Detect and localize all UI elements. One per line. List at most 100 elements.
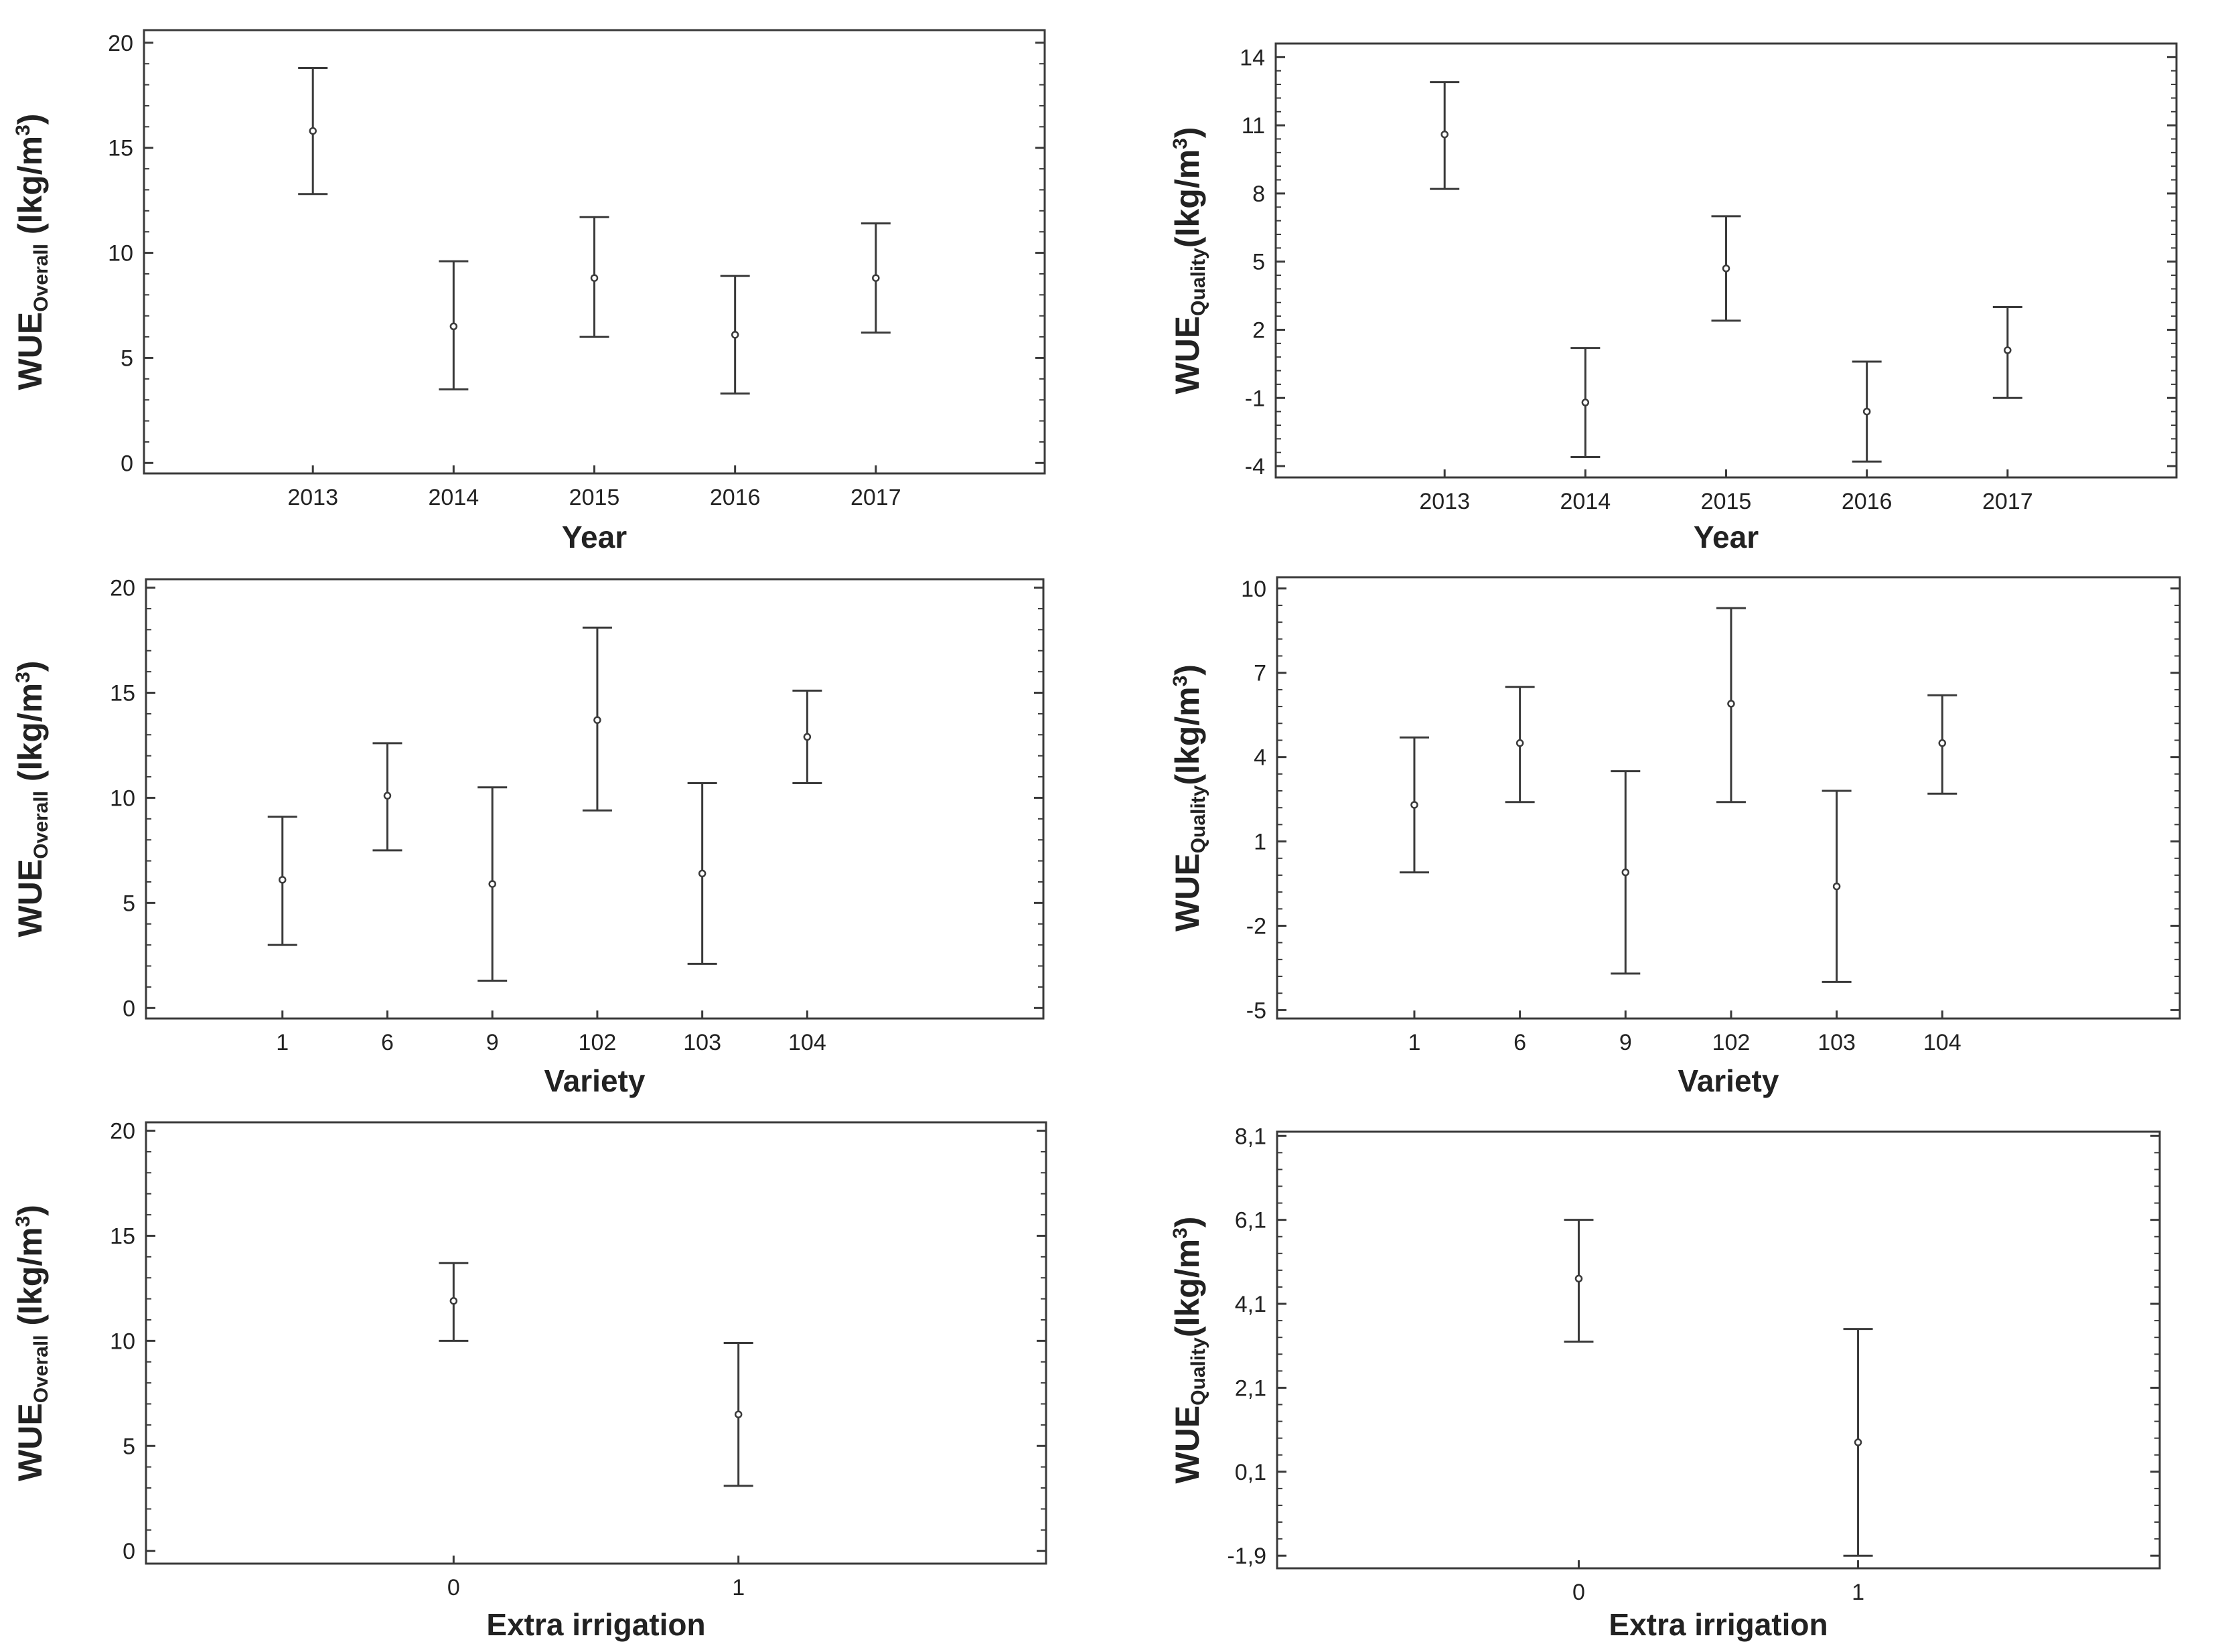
mean-point [449,1296,458,1305]
y-tick-label: 0 [123,1539,135,1564]
y-axis-title-close: ) [1169,127,1206,139]
x-tick-label: 0 [1572,1580,1585,1605]
y-tick-label: 0 [123,996,135,1021]
x-tick-label: 2015 [569,485,620,510]
y-tick-label: 8,1 [1235,1124,1266,1149]
y-axis-title-superscript: 3 [1169,138,1191,149]
x-tick-label: 1 [1408,1030,1420,1055]
x-tick-label: 1 [1852,1580,1864,1605]
y-axis-title: WUEOverall (Ikg/m3) [11,114,52,390]
y-tick-label: 10 [108,241,133,267]
mean-point [1574,1274,1583,1283]
mean-point [2004,346,2012,354]
x-tick-label: 102 [579,1030,617,1055]
chart-panel-1: 0 5 10 15 20 2013 2014 2015 2016 2017 Year WUEOvera… [11,29,1046,554]
x-tick-label: 9 [486,1030,499,1055]
y-tick-label: 14 [1240,45,1265,70]
chart-panel-3: 0 5 10 15 20 1 6 9 102 103 104 Variety WUEOverall (I… [11,576,1045,1098]
x-axis-title: Extra irrigation [1609,1607,1828,1642]
y-axis-title-superscript: 3 [12,125,34,136]
chart-panel-5: 0 5 10 15 20 0 1 Extra irrigation WUEOverall (Ik… [11,1119,1047,1642]
y-tick-label: 20 [108,31,133,56]
y-tick-label: 8 [1252,181,1265,207]
mean-point [488,880,496,888]
mean-point [1722,265,1730,273]
x-tick-label: 2014 [1560,489,1611,514]
mean-point [593,716,601,725]
chart-panel-6: -1,9 0,1 2,1 4,1 6,1 8,1 0 1 Extra irrigation WUE… [1169,1124,2161,1642]
y-axis-title: WUEOverall (Ikg/m3) [11,1205,52,1481]
y-tick-label: 5 [121,346,133,371]
y-axis-title: WUEQuality(Ikg/m3) [1169,1217,1209,1484]
mean-point [590,274,599,282]
y-axis-title-subscript: Quality [1187,1337,1209,1406]
y-axis-title-main: WUE [1169,853,1206,931]
y-axis-title-main: WUE [1169,1406,1206,1484]
mean-point [698,869,707,878]
y-tick-label: 10 [1241,577,1266,602]
x-tick-label: 2017 [1982,489,2033,514]
x-tick-label: 2013 [1419,489,1470,514]
x-tick-label: 9 [1619,1030,1632,1055]
plot-frame [145,578,1045,1020]
x-tick-label: 1 [732,1575,745,1600]
plot-frame [1276,1130,2161,1570]
mean-point [309,127,317,135]
y-axis-title-subscript: Quality [1187,785,1209,853]
mean-point [1938,739,1947,747]
y-tick-label: 2,1 [1235,1375,1266,1401]
x-axis-title: Year [562,520,627,554]
mean-point [731,331,739,339]
y-axis-title-main: WUE [11,312,49,390]
mean-point [1515,739,1524,747]
y-tick-label: 2 [1252,317,1265,343]
mean-point [803,733,812,741]
y-axis-title-main: WUE [11,1403,49,1481]
y-axis-title: WUEQuality(Ikg/m3) [1169,127,1209,394]
plot-frame [145,1121,1047,1565]
x-tick-label: 2015 [1701,489,1752,514]
x-axis-title: Year [1694,520,1759,554]
mean-point [734,1410,743,1418]
y-tick-label: 1 [1254,830,1266,855]
y-axis-title-superscript: 3 [12,672,34,683]
y-tick-label: -4 [1245,454,1265,479]
x-tick-label: 1 [276,1030,289,1055]
y-tick-label: 15 [110,1223,135,1249]
mean-point [449,322,458,331]
y-axis-title-superscript: 3 [1169,1227,1191,1239]
y-tick-label: 5 [1252,250,1265,275]
mean-point [1621,868,1630,877]
y-tick-label: 10 [110,785,135,811]
y-axis-title-unit: (Ikg/m [1169,149,1206,248]
x-tick-label: 2016 [710,485,761,510]
y-tick-label: 7 [1254,661,1266,686]
mean-point [872,274,880,282]
y-tick-label: 20 [110,576,135,601]
x-tick-label: 103 [683,1030,721,1055]
y-tick-label: 15 [108,136,133,161]
y-axis-title-subscript: Overall [30,791,52,859]
y-tick-label: 5 [123,1434,135,1459]
y-tick-label: -1 [1245,386,1265,411]
y-tick-label: 15 [110,680,135,706]
y-tick-label: 5 [123,891,135,916]
y-tick-label: 4 [1254,745,1266,771]
y-axis-title-unit: (Ikg/m [11,683,49,791]
mean-point [278,876,287,884]
x-axis-title: Variety [1678,1063,1779,1098]
y-axis-title-main: WUE [11,859,49,937]
y-tick-label: 20 [110,1119,135,1144]
mean-point [1854,1438,1862,1446]
y-axis-title-subscript: Overall [30,1335,52,1404]
x-tick-label: 104 [1923,1030,1962,1055]
x-tick-label: 2014 [429,485,479,510]
x-axis-title: Variety [544,1063,646,1098]
y-tick-label: -2 [1246,913,1266,939]
plot-frame [1276,576,2181,1020]
mean-point [1832,882,1841,891]
mean-point [1862,407,1871,416]
y-axis-title-superscript: 3 [12,1216,34,1227]
y-axis-title-close: ) [11,114,49,125]
